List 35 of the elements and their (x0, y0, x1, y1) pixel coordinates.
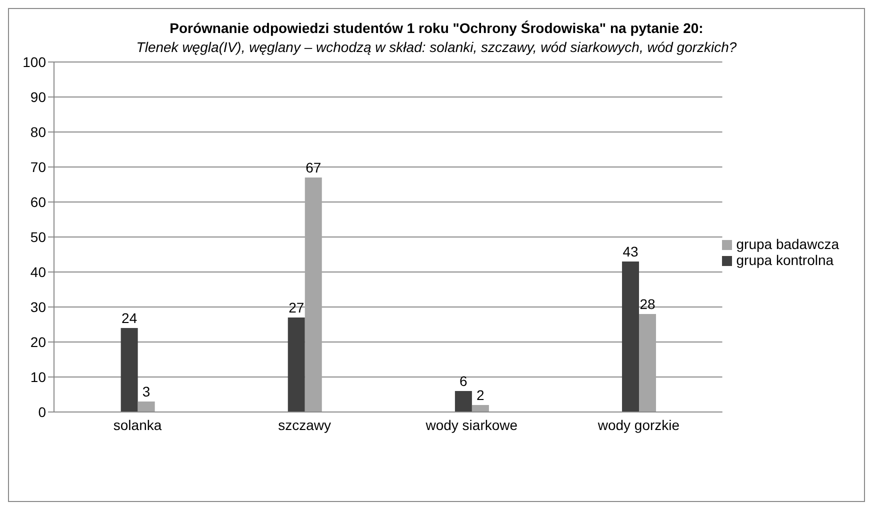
legend-label: grupa badawcza (736, 236, 839, 252)
y-tick-label: 10 (30, 368, 46, 385)
bar (288, 318, 305, 412)
y-tick-label: 0 (38, 404, 46, 420)
y-tick-label: 90 (30, 88, 46, 105)
data-label: 43 (622, 244, 639, 260)
bar (304, 178, 322, 412)
y-tick-label: 70 (30, 158, 46, 175)
x-tick-label: wody gorzkie (596, 416, 680, 433)
data-label: 3 (142, 384, 150, 400)
y-tick-label: 60 (30, 194, 46, 210)
legend-label: grupa kontrolna (736, 252, 834, 268)
chart-title: Porównanie odpowiedzi studentów 1 roku "Ochrony Środowiska" na pytanie 20: (168, 19, 704, 38)
data-label: 28 (640, 296, 656, 312)
bar (454, 391, 472, 412)
chart-subtitle: Tlenek węgla(IV), węglany – wchodzą w skład: solanki, szczawy, wód siarkowych, wód gorzkich? (135, 38, 738, 57)
y-tick-label: 20 (30, 334, 46, 350)
y-tick-label: 30 (30, 298, 46, 315)
y-tick-label: 100 (22, 54, 46, 70)
bar (472, 405, 489, 412)
data-label: 2 (476, 387, 485, 403)
y-tick-label: 80 (30, 124, 46, 140)
bar (622, 262, 640, 412)
x-tick-label: szczawy (278, 416, 332, 433)
bar (120, 328, 138, 412)
data-label: 27 (288, 300, 304, 316)
x-tick-label: wody siarkowe (424, 416, 518, 433)
y-tick-label: 40 (30, 264, 46, 280)
data-label: 24 (122, 310, 138, 326)
y-tick-label: 50 (30, 228, 46, 245)
data-label: 67 (306, 160, 322, 176)
bar (639, 314, 656, 412)
data-label: 6 (460, 373, 468, 389)
bar (138, 402, 155, 412)
x-tick-label: solanka (113, 416, 162, 433)
